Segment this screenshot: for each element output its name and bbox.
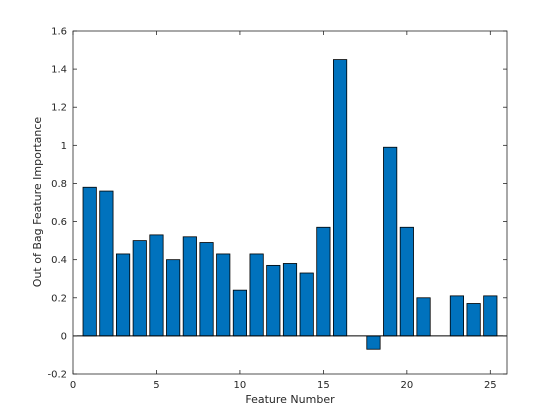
y-tick-label: 0.8 [51,179,67,190]
x-axis-ticks: 0 5 10 15 20 25 [70,31,497,391]
x-tick-label: 10 [234,380,247,391]
bar-feature-18 [366,335,381,350]
y-tick-label: 0.6 [51,217,67,228]
x-tick-label: 15 [317,380,330,391]
bar-feature-21 [416,297,431,337]
bar-feature-13 [282,263,298,337]
bar-feature-14 [299,272,314,337]
y-tick-label: 0 [61,331,67,342]
bar-feature-12 [266,264,281,337]
axes-box [72,30,508,375]
bar-feature-4 [132,240,147,337]
y-axis-label: Out of Bag Feature Importance [31,117,44,288]
y-tick-label: 0.2 [51,293,67,304]
y-tick-label: 1.2 [51,103,67,114]
bar-feature-8 [199,242,214,337]
bar-feature-25 [483,295,498,337]
x-tick-label: 5 [153,380,159,391]
bar-feature-11 [249,253,264,337]
x-tick-label: 20 [400,380,413,391]
bar-feature-15 [316,226,331,337]
y-tick-label: 1.6 [51,27,67,38]
bar-feature-9 [216,253,231,337]
x-tick-label: 25 [484,380,497,391]
y-tick-label: -0.2 [47,370,67,381]
bar-feature-20 [399,226,414,337]
bar-feature-10 [232,289,248,337]
bar-feature-7 [182,236,197,337]
y-axis-ticks: -0.2 0 0.2 0.4 0.6 0.8 1 1.2 1.4 1.6 [47,27,507,381]
x-tick-label: 0 [70,380,76,391]
y-tick-label: 0.4 [51,255,67,266]
x-axis-label: Feature Number [245,393,335,406]
y-tick-label: 1.4 [51,65,67,76]
bar-feature-23 [449,295,465,337]
bar-feature-3 [116,253,131,337]
bar-feature-1 [82,186,97,337]
bar-feature-6 [166,259,181,337]
bar-feature-5 [149,234,164,337]
bar-feature-24 [466,303,481,337]
y-tick-label: 1 [61,141,67,152]
bar-feature-16 [332,59,348,337]
bar-feature-2 [99,190,114,337]
bars-group [82,59,498,350]
bar-feature-19 [383,146,398,337]
